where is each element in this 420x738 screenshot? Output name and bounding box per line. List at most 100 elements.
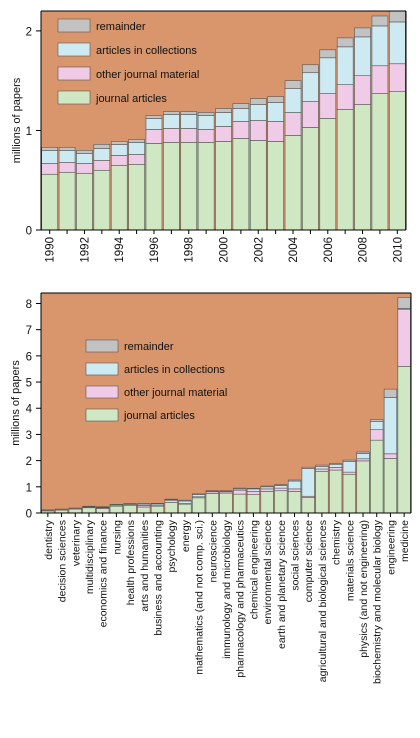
bar-journal-articles-2002 — [249, 140, 267, 231]
bar-journal-articles-computer-science — [301, 496, 315, 514]
bar-journal-articles-psychology — [164, 502, 178, 514]
bar-articles-in-collections-chemical-engineering — [246, 488, 261, 492]
bar-other-journal-material-1996 — [145, 129, 163, 144]
x-tick-label-chemistry: chemistry — [331, 519, 343, 565]
bar-other-journal-material-pharmacology-and-pharmaceutics — [233, 489, 247, 495]
bar-remainder-2009 — [371, 15, 389, 27]
legend-swatch-remainder — [85, 339, 119, 353]
bar-articles-in-collections-2000 — [215, 112, 232, 127]
bar-remainder-business-and-accounting — [150, 503, 165, 505]
bar-articles-in-collections-energy — [178, 500, 192, 504]
bar-journal-articles-nursing — [109, 505, 123, 514]
y-tick-label: 8 — [26, 299, 32, 311]
bar-articles-in-collections-earth-and-planetary-science — [274, 485, 288, 489]
bar-other-journal-material-2010 — [389, 63, 406, 92]
bar-journal-articles-2006 — [319, 118, 337, 231]
y-tick-label: 2 — [26, 26, 32, 38]
bar-journal-articles-chemistry — [329, 469, 343, 514]
bar-articles-in-collections-1998 — [180, 114, 198, 129]
bar-other-journal-material-1991 — [58, 162, 76, 173]
legend-swatch-other-journal-material — [57, 66, 91, 81]
bar-articles-in-collections-materials-science — [342, 461, 356, 473]
x-tick-label-mathematics-and-not-comp-sci: mathematics (and not comp. sci.) — [194, 520, 206, 675]
bar-other-journal-material-earth-and-planetary-science — [274, 487, 288, 492]
bar-remainder-medicine — [397, 297, 411, 309]
y-tick-label: 3 — [26, 430, 32, 442]
x-tick-label-earth-and-planetary-science: earth and planetary science — [276, 520, 288, 649]
x-tick-label-1994: 1994 — [114, 236, 126, 262]
x-tick-label-computer-science: computer science — [303, 520, 315, 602]
bar-remainder-2003 — [267, 96, 284, 103]
x-tick-label-1996: 1996 — [149, 237, 161, 263]
bar-articles-in-collections-2003 — [267, 102, 284, 122]
bar-remainder-1998 — [180, 111, 198, 115]
bar-journal-articles-energy — [178, 503, 192, 514]
bar-journal-articles-environmental-science — [260, 491, 274, 514]
bar-remainder-1995 — [128, 139, 145, 143]
bar-articles-in-collections-2002 — [249, 104, 267, 121]
bar-journal-articles-multidisciplinary — [82, 507, 96, 514]
legend-label-other-journal-material: other journal material — [96, 69, 199, 81]
bar-journal-articles-arts-and-humanities — [137, 506, 151, 514]
bar-remainder-environmental-science — [260, 485, 274, 488]
bar-remainder-biochemistry-and-molecular-biology — [370, 419, 384, 422]
legend-label-remainder: remainder — [96, 21, 146, 33]
bar-remainder-2010 — [389, 10, 406, 23]
bar-remainder-chemical-engineering — [246, 488, 261, 490]
legend-swatch-articles-in-collections — [85, 362, 119, 376]
x-tick-label-dentistry: dentistry — [43, 519, 55, 559]
legend-swatch-journal-articles — [85, 408, 119, 422]
bar-journal-articles-immunology-and-microbiology — [219, 492, 233, 514]
bar-other-journal-material-2000 — [215, 126, 232, 142]
bar-journal-articles-1996 — [145, 143, 163, 231]
bar-journal-articles-1990 — [41, 173, 58, 231]
bar-other-journal-material-2008 — [354, 75, 371, 105]
bar-other-journal-material-medicine — [397, 308, 411, 367]
y-axis-label: millions of papers — [11, 77, 23, 163]
y-tick-label: 0 — [26, 226, 32, 238]
bar-remainder-1996 — [145, 115, 163, 119]
x-tick-label-chemical-engineering: chemical engineering — [248, 520, 260, 619]
bar-articles-in-collections-1996 — [145, 118, 163, 130]
bar-journal-articles-neuroscience — [205, 493, 219, 514]
x-tick-label-engineering: engineering — [385, 520, 397, 575]
bar-articles-in-collections-2010 — [389, 21, 406, 65]
bar-journal-articles-2009 — [371, 93, 389, 231]
x-tick-label-psychology: psychology — [166, 519, 178, 572]
y-tick-label: 0 — [26, 509, 32, 521]
legend-label-articles-in-collections: articles in collections — [96, 45, 197, 57]
x-tick-label-2002: 2002 — [253, 237, 265, 263]
bar-remainder-pharmacology-and-pharmaceutics — [233, 487, 247, 490]
bar-articles-in-collections-1991 — [58, 150, 76, 163]
bar-journal-articles-2001 — [232, 138, 250, 231]
legend-label-other-journal-material: other journal material — [124, 387, 227, 399]
bar-journal-articles-pharmacology-and-pharmaceutics — [233, 493, 247, 514]
x-tick-label-physics-and-not-engineering: physics (and not engineering) — [358, 520, 370, 658]
bar-remainder-economics-and-finance — [96, 506, 110, 508]
x-tick-label-2000: 2000 — [219, 237, 231, 263]
bar-articles-in-collections-2007 — [336, 46, 354, 85]
bar-remainder-2006 — [319, 49, 337, 59]
bar-articles-in-collections-agricultural-and-biological-sciences — [315, 466, 329, 470]
bar-remainder-2008 — [354, 27, 371, 38]
bar-articles-in-collections-2009 — [371, 25, 389, 67]
bar-journal-articles-materials-science — [342, 473, 356, 514]
bar-remainder-2001 — [232, 103, 250, 109]
y-tick-label: 5 — [26, 378, 32, 390]
x-tick-label-veterinary: veterinary — [70, 519, 82, 566]
bar-other-journal-material-biochemistry-and-molecular-biology — [370, 429, 384, 441]
bar-remainder-arts-and-humanities — [137, 503, 151, 505]
y-tick-label: 1 — [26, 126, 32, 138]
bar-other-journal-material-materials-science — [342, 471, 356, 475]
bar-journal-articles-2005 — [302, 127, 319, 231]
bar-remainder-2005 — [302, 64, 319, 74]
bar-journal-articles-medicine — [397, 366, 411, 514]
bar-other-journal-material-1998 — [180, 128, 198, 143]
bar-journal-articles-agricultural-and-biological-sciences — [315, 471, 329, 514]
bar-other-journal-material-2003 — [267, 121, 284, 142]
x-tick-label-multidisciplinary: multidisciplinary — [84, 519, 96, 594]
bar-journal-articles-biochemistry-and-molecular-biology — [370, 439, 384, 514]
bar-other-journal-material-1995 — [128, 154, 145, 165]
bar-articles-in-collections-environmental-science — [260, 486, 274, 490]
